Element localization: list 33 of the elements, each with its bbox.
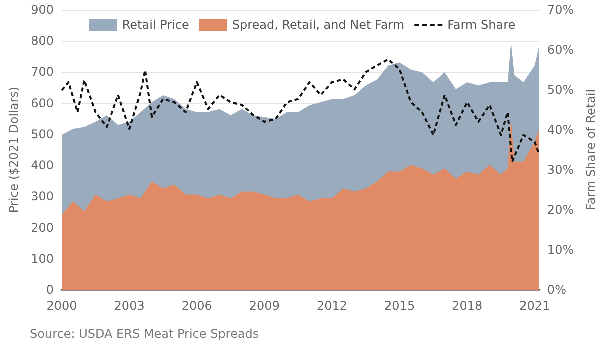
y2-tick-label: 10% — [547, 243, 574, 257]
legend-label: Retail Price — [122, 18, 190, 32]
x-tick-label: 2015 — [384, 299, 416, 313]
y-tick-label: 700 — [31, 65, 54, 80]
y-tick-label: 400 — [31, 158, 54, 173]
y-tick-label: 200 — [31, 220, 54, 235]
x-tick-label: 2000 — [46, 299, 78, 313]
x-tick-label: 2018 — [452, 299, 483, 313]
y-tick-label: 500 — [31, 127, 54, 142]
y-tick-label: 600 — [31, 96, 54, 110]
x-tick-label: 2003 — [114, 299, 145, 313]
y2-tick-label: 40% — [547, 123, 574, 137]
y2-tick-label: 0% — [547, 283, 566, 297]
source-note: Source: USDA ERS Meat Price Spreads — [30, 327, 260, 341]
y-tick-label: 800 — [31, 34, 54, 48]
line-series — [61, 58, 540, 163]
y-tick-label: 100 — [31, 252, 54, 266]
y-tick-label: 0 — [46, 283, 54, 297]
y-tick-label: 900 — [31, 3, 54, 17]
y2-tick-label: 60% — [547, 43, 574, 57]
y-axis-title: Price ($2021 Dollars) — [7, 86, 21, 214]
y2-tick-label: 20% — [547, 203, 574, 217]
x-tick-label: 2009 — [249, 299, 280, 313]
y-tick-label: 300 — [31, 190, 54, 204]
x-tick-label: 2021 — [520, 299, 550, 313]
legend-label: Farm Share — [448, 18, 516, 32]
y2-axis-title: Farm Share of Retail — [584, 89, 598, 211]
y2-tick-label: 70% — [547, 3, 574, 17]
y2-tick-label: 30% — [547, 163, 574, 177]
legend-label: Spread, Retail, and Net Farm — [232, 18, 405, 32]
y2-tick-label: 50% — [547, 83, 574, 97]
x-tick-label: 2012 — [316, 299, 348, 313]
x-tick-label: 2006 — [182, 299, 212, 313]
